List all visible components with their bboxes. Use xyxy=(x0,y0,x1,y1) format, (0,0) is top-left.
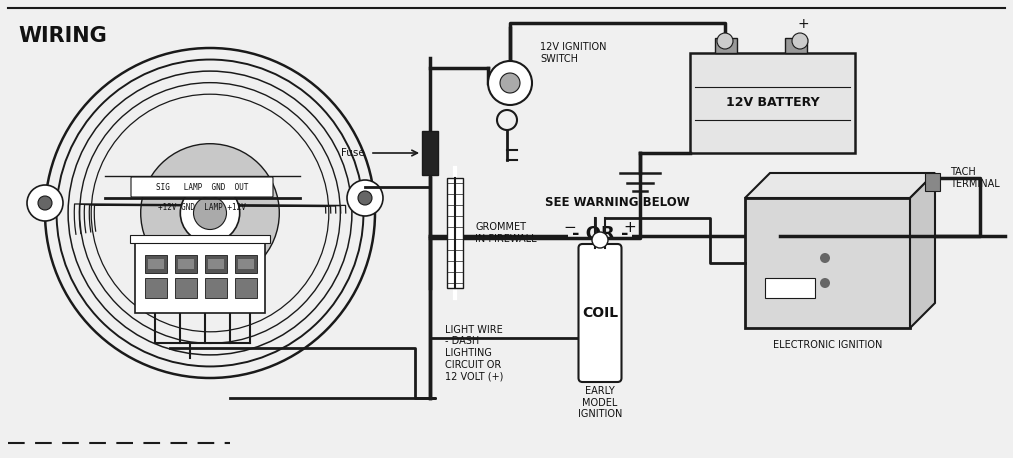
Text: ELECTRONIC IGNITION: ELECTRONIC IGNITION xyxy=(773,340,882,350)
Text: +: + xyxy=(797,17,808,31)
Circle shape xyxy=(141,144,280,282)
Bar xyxy=(145,255,167,273)
Circle shape xyxy=(488,61,532,105)
Text: EARLY
MODEL
IGNITION: EARLY MODEL IGNITION xyxy=(577,386,622,419)
Text: −: − xyxy=(563,220,576,235)
Bar xyxy=(235,255,257,273)
Bar xyxy=(925,173,940,191)
Text: WIRING: WIRING xyxy=(18,26,106,46)
Circle shape xyxy=(347,180,383,216)
Text: SEE WARNING BELOW: SEE WARNING BELOW xyxy=(545,196,690,209)
Text: - OR -: - OR - xyxy=(571,225,628,243)
Bar xyxy=(235,278,257,298)
Bar xyxy=(145,278,167,298)
Bar xyxy=(785,38,807,53)
Text: Fuse: Fuse xyxy=(341,148,365,158)
Polygon shape xyxy=(910,173,935,328)
Circle shape xyxy=(500,73,520,93)
Bar xyxy=(715,38,737,53)
Bar xyxy=(175,278,197,298)
Polygon shape xyxy=(745,173,935,198)
Circle shape xyxy=(27,185,63,221)
Circle shape xyxy=(193,196,227,229)
Circle shape xyxy=(792,33,808,49)
Text: −: − xyxy=(714,17,725,31)
Bar xyxy=(690,53,855,153)
Text: +: + xyxy=(624,220,636,235)
Bar xyxy=(745,198,910,328)
FancyBboxPatch shape xyxy=(578,244,622,382)
Text: LIGHT WIRE
- DASH
LIGHTING
CIRCUIT OR
12 VOLT (+): LIGHT WIRE - DASH LIGHTING CIRCUIT OR 12… xyxy=(445,325,503,381)
Bar xyxy=(205,278,227,298)
Bar xyxy=(148,259,164,269)
Circle shape xyxy=(592,232,608,248)
Bar xyxy=(765,278,815,298)
FancyBboxPatch shape xyxy=(131,177,272,197)
Bar xyxy=(205,255,227,273)
Circle shape xyxy=(717,33,733,49)
Bar xyxy=(130,235,270,243)
Text: 12V BATTERY: 12V BATTERY xyxy=(725,97,820,109)
Text: GROMMET
IN FIREWALL: GROMMET IN FIREWALL xyxy=(475,222,537,244)
Bar xyxy=(447,178,463,288)
Bar xyxy=(178,259,194,269)
Bar xyxy=(135,243,265,313)
Bar xyxy=(208,259,224,269)
Circle shape xyxy=(180,183,240,243)
Bar xyxy=(238,259,254,269)
Circle shape xyxy=(38,196,52,210)
Text: +12V GND  LAMP +12V: +12V GND LAMP +12V xyxy=(158,203,246,213)
Bar xyxy=(422,131,438,175)
Text: 12V IGNITION
SWITCH: 12V IGNITION SWITCH xyxy=(540,42,607,64)
Circle shape xyxy=(820,278,830,288)
Circle shape xyxy=(820,253,830,263)
Bar xyxy=(175,255,197,273)
Text: SIG   LAMP  GND  OUT: SIG LAMP GND OUT xyxy=(156,182,248,191)
Text: COIL: COIL xyxy=(581,306,618,320)
Text: TACH
TERMINAL: TACH TERMINAL xyxy=(950,167,1000,189)
Circle shape xyxy=(358,191,372,205)
